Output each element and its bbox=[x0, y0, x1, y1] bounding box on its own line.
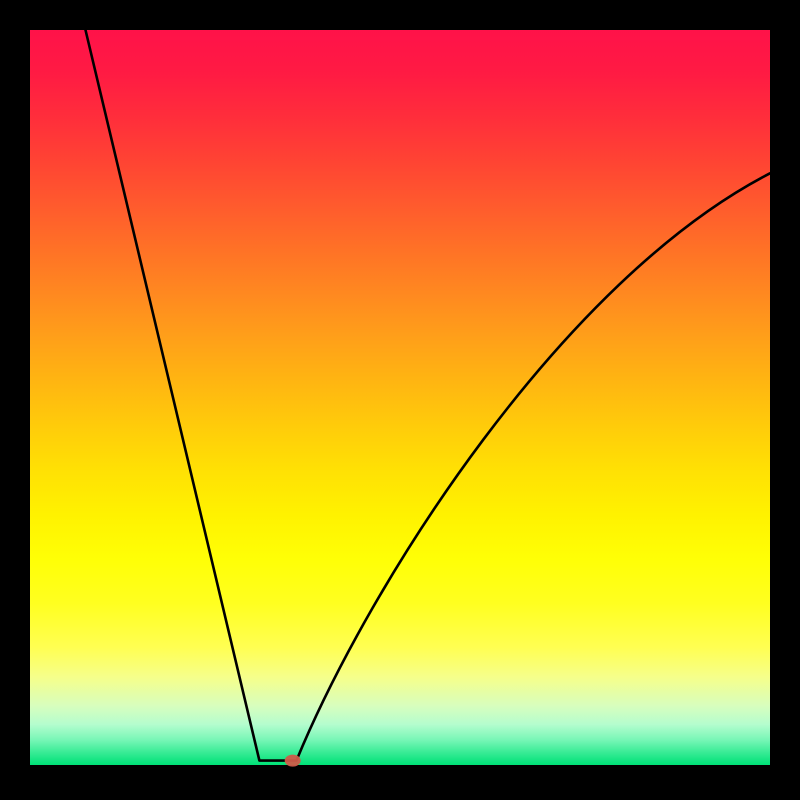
chart-canvas: TheBottleneck.com bbox=[0, 0, 800, 800]
chart-frame bbox=[0, 0, 800, 800]
bottleneck-curve bbox=[30, 30, 770, 765]
plot-area bbox=[30, 30, 770, 765]
curve-path bbox=[86, 30, 771, 761]
optimum-marker bbox=[285, 755, 301, 767]
